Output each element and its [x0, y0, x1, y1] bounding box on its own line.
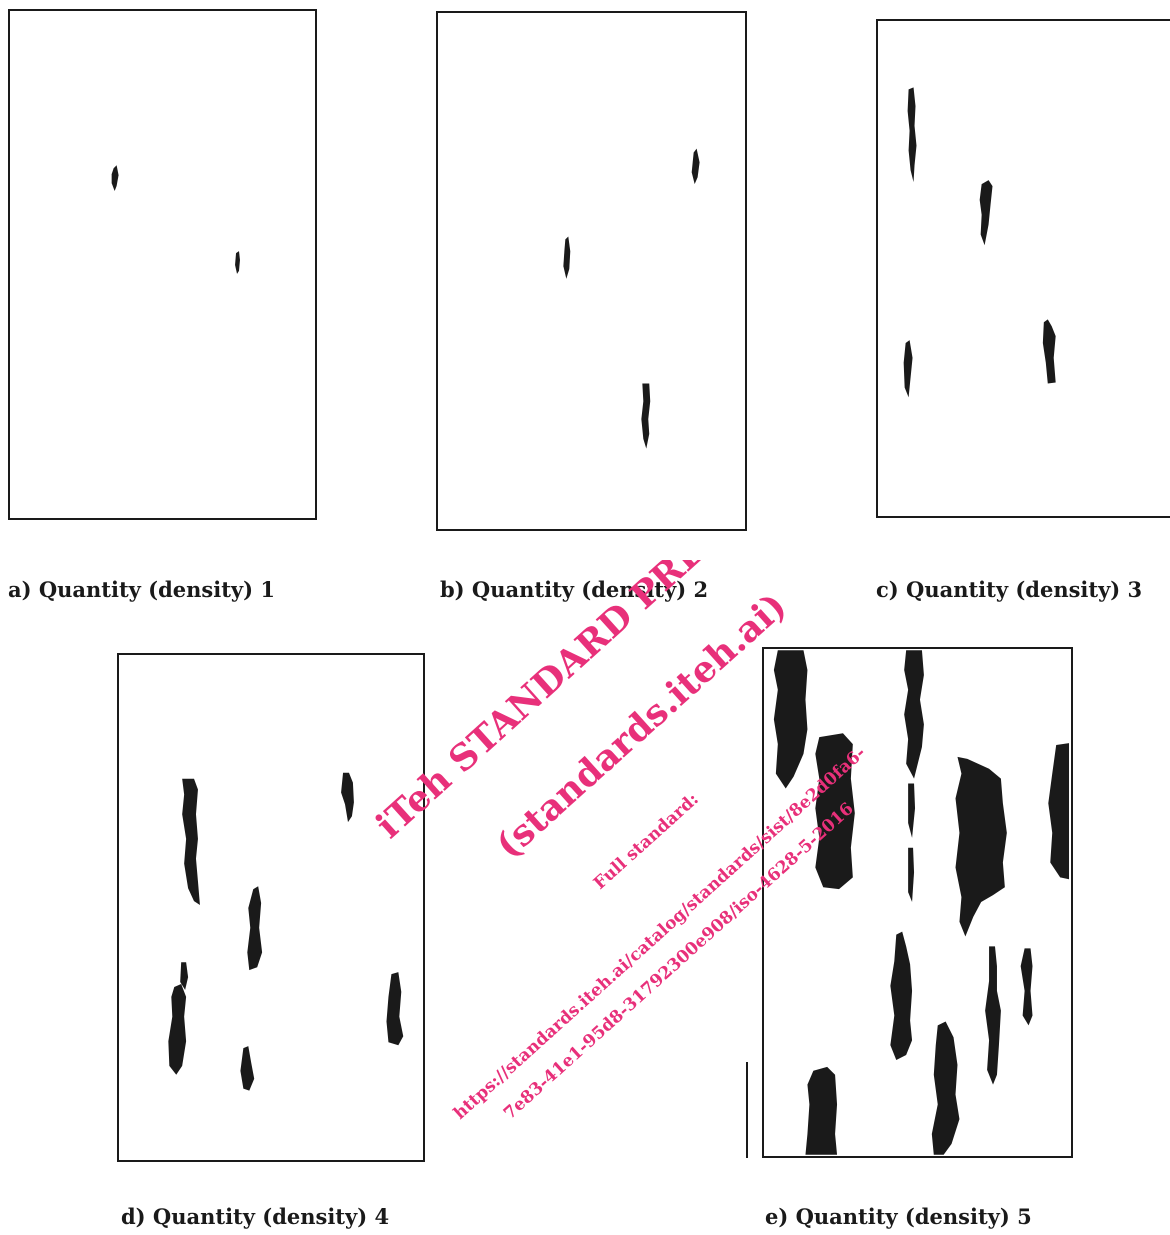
blister-spot	[979, 180, 993, 246]
blister-spot	[904, 650, 924, 779]
blister-spot	[182, 778, 200, 906]
stray-mark	[746, 1062, 748, 1158]
blister-spot	[247, 886, 263, 971]
blister-spot	[907, 87, 917, 183]
caption-density-2: b) Quantity (density) 2	[440, 577, 709, 602]
blister-spot	[985, 946, 1001, 1085]
blister-spot	[908, 783, 916, 838]
watermark-line-1: iTeh STANDARD PREVIEW	[368, 560, 797, 847]
panel-density-4	[117, 653, 425, 1162]
blister-spot	[180, 962, 189, 990]
blister-spot	[805, 1066, 838, 1155]
blister-spot	[691, 148, 700, 185]
panel-density-4-drawing	[168, 772, 404, 1091]
caption-density-4: d) Quantity (density) 4	[121, 1204, 390, 1229]
watermark-line-3: Full standard:	[590, 789, 703, 893]
panel-density-5	[762, 647, 1073, 1158]
caption-density-3: c) Quantity (density) 3	[876, 577, 1143, 602]
panel-density-5-drawing	[773, 650, 1070, 1155]
blister-spot	[168, 983, 187, 1075]
blister-spot	[386, 972, 404, 1046]
panel-density-1	[8, 9, 317, 520]
panel-density-2	[436, 11, 747, 531]
panel-density-2-drawing	[563, 148, 700, 449]
caption-density-5: e) Quantity (density) 5	[765, 1204, 1032, 1229]
blister-spot	[235, 251, 240, 274]
blister-spot	[955, 756, 1007, 937]
blister-spot	[1020, 948, 1033, 1026]
blister-spot	[1042, 319, 1056, 384]
blister-spot	[240, 1046, 255, 1091]
blister-spot	[111, 165, 119, 191]
panel-density-1-drawing	[111, 165, 240, 274]
blister-spot	[773, 650, 808, 789]
blister-spot	[341, 772, 354, 823]
blister-spot	[641, 383, 651, 449]
panel-density-3-drawing	[903, 87, 1056, 398]
caption-density-1: a) Quantity (density) 1	[8, 577, 275, 602]
blister-spot	[908, 847, 915, 903]
panel-density-3	[876, 19, 1170, 518]
blister-spot	[890, 931, 913, 1060]
blister-spot	[903, 340, 913, 398]
blister-spot	[815, 733, 855, 890]
blister-spot	[563, 236, 571, 279]
blister-spot	[931, 1021, 960, 1155]
watermark-line-2: (standards.iteh.ai)	[488, 585, 795, 867]
blister-spot	[1048, 743, 1070, 880]
